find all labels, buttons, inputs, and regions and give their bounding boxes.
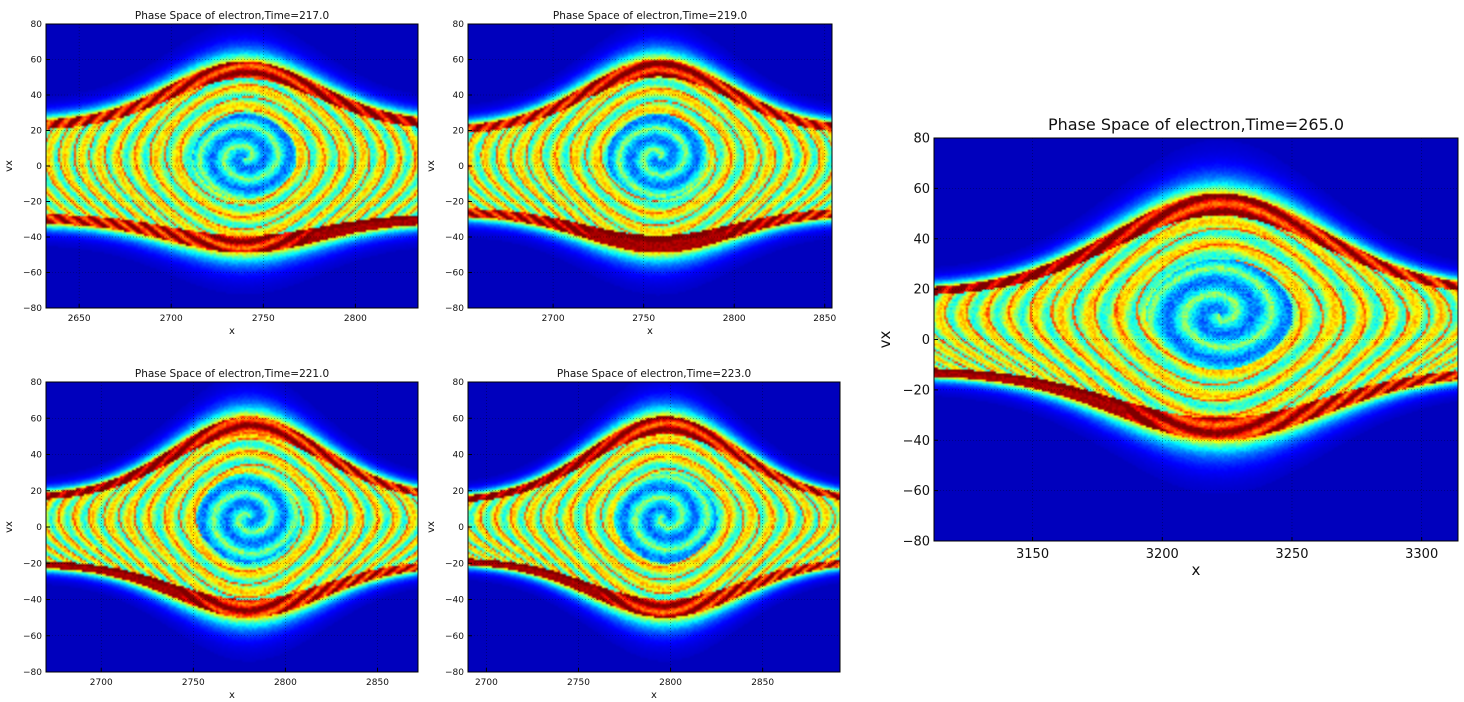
x-axis-label: x <box>229 690 235 701</box>
y-tick-label: 80 <box>453 20 465 30</box>
chart-title: Phase Space of electron,Time=223.0 <box>557 368 751 380</box>
y-tick-label: 40 <box>31 91 43 101</box>
y-tick-label: 0 <box>36 523 42 533</box>
x-axis-label: x <box>647 326 653 337</box>
chart-panel-time-265: 3150 3200 3250 3300 −80 −60 −40 −20 0 20 40 60 80 Pha… <box>870 110 1464 590</box>
y-tick-label: 60 <box>31 56 43 66</box>
x-tick-label: 2750 <box>632 314 655 324</box>
y-tick-label: 40 <box>453 91 465 101</box>
chart-panel-time-221: 2700 2750 2800 2850 −80 −60 −40 −20 0 20 40 60 80 Pha… <box>0 362 440 702</box>
y-tick-label: 0 <box>36 162 42 172</box>
x-tick-label: 2650 <box>68 314 91 324</box>
y-tick-label: −80 <box>23 668 42 678</box>
y-tick-label: 20 <box>31 487 43 497</box>
chart-title: Phase Space of electron,Time=219.0 <box>553 10 747 22</box>
y-tick-label: 0 <box>458 523 464 533</box>
x-tick-label: 2800 <box>274 678 297 688</box>
x-tick-label: 3150 <box>1016 547 1049 562</box>
x-axis-label: x <box>1192 561 1201 579</box>
x-tick-label: 2700 <box>160 314 183 324</box>
x-tick-label: 3200 <box>1146 547 1179 562</box>
chart-title: Phase Space of electron,Time=217.0 <box>135 10 329 22</box>
y-tick-label: −40 <box>903 434 930 449</box>
x-tick-label: 2700 <box>90 678 113 688</box>
chart-panel-time-217: 2650 2700 2750 2800 −80 −60 −40 −20 0 20 40 60 80 Pha… <box>0 0 440 345</box>
y-tick-label: 60 <box>913 182 930 197</box>
y-tick-label: 40 <box>31 451 43 461</box>
y-tick-label: 40 <box>453 451 465 461</box>
x-tick-label: 2700 <box>542 314 565 324</box>
y-axis-label: vx <box>876 331 894 349</box>
x-tick-label: 2850 <box>813 314 836 324</box>
x-tick-label: 2800 <box>344 314 367 324</box>
chart-panel-time-223: 2700 2750 2800 2850 −80 −60 −40 −20 0 20 40 60 80 Pha… <box>426 362 868 702</box>
y-tick-label: −20 <box>23 198 42 208</box>
y-tick-label: 20 <box>453 487 465 497</box>
y-tick-label: 20 <box>31 127 43 137</box>
y-tick-label: −20 <box>445 559 464 569</box>
y-tick-label: 0 <box>458 162 464 172</box>
chart-svg: 2700 2750 2800 2850 −80 −60 −40 −20 0 20 40 60 80 Pha… <box>4 368 419 701</box>
y-tick-label: −60 <box>903 484 930 499</box>
y-tick-label: −80 <box>903 535 930 550</box>
y-tick-label: 80 <box>913 132 930 147</box>
y-tick-label: −40 <box>445 233 464 243</box>
x-axis-label: x <box>229 326 235 337</box>
y-tick-label: −40 <box>23 596 42 606</box>
y-tick-label: 80 <box>31 378 43 388</box>
y-tick-label: −60 <box>445 632 464 642</box>
y-axis-label: vx <box>426 160 437 172</box>
x-tick-label: 2850 <box>366 678 389 688</box>
y-tick-label: −60 <box>23 632 42 642</box>
y-tick-label: −20 <box>445 198 464 208</box>
y-tick-label: −60 <box>445 269 464 279</box>
x-tick-label: 2800 <box>723 314 746 324</box>
y-tick-label: −40 <box>23 233 42 243</box>
y-tick-label: 60 <box>453 414 465 424</box>
y-tick-label: −60 <box>23 269 42 279</box>
x-axis-label: x <box>651 690 657 701</box>
chart-panel-time-219: 2700 2750 2800 2850 −80 −60 −40 −20 0 20 40 60 80 Pha… <box>426 0 868 345</box>
y-tick-label: 20 <box>453 127 465 137</box>
y-tick-label: 80 <box>453 378 465 388</box>
x-tick-label: 3300 <box>1405 547 1438 562</box>
chart-title: Phase Space of electron,Time=221.0 <box>135 368 329 380</box>
x-tick-label: 2750 <box>567 678 590 688</box>
y-tick-label: −80 <box>445 304 464 314</box>
x-tick-label: 2750 <box>182 678 205 688</box>
y-tick-label: 20 <box>913 283 930 298</box>
x-tick-label: 3250 <box>1275 547 1308 562</box>
y-tick-label: 80 <box>31 20 43 30</box>
y-axis-label: vx <box>4 521 15 533</box>
y-tick-label: −40 <box>445 596 464 606</box>
y-tick-label: 0 <box>922 333 930 348</box>
y-tick-label: −20 <box>903 383 930 398</box>
chart-svg: 2700 2750 2800 2850 −80 −60 −40 −20 0 20 40 60 80 Pha… <box>426 368 841 701</box>
y-tick-label: 60 <box>31 414 43 424</box>
x-tick-label: 2800 <box>659 678 682 688</box>
y-tick-label: 40 <box>913 232 930 247</box>
y-tick-label: 60 <box>453 56 465 66</box>
chart-svg: 3150 3200 3250 3300 −80 −60 −40 −20 0 20 40 60 80 Pha… <box>876 115 1459 579</box>
y-tick-label: −20 <box>23 559 42 569</box>
chart-svg: 2650 2700 2750 2800 −80 −60 −40 −20 0 20 40 60 80 Pha… <box>4 10 419 337</box>
chart-title: Phase Space of electron,Time=265.0 <box>1048 115 1344 134</box>
y-axis-label: vx <box>426 521 437 533</box>
y-tick-label: −80 <box>23 304 42 314</box>
chart-svg: 2700 2750 2800 2850 −80 −60 −40 −20 0 20 40 60 80 Pha… <box>426 10 836 337</box>
y-axis-label: vx <box>4 160 15 172</box>
y-tick-label: −80 <box>445 668 464 678</box>
x-tick-label: 2750 <box>252 314 275 324</box>
x-tick-label: 2700 <box>475 678 498 688</box>
x-tick-label: 2850 <box>751 678 774 688</box>
